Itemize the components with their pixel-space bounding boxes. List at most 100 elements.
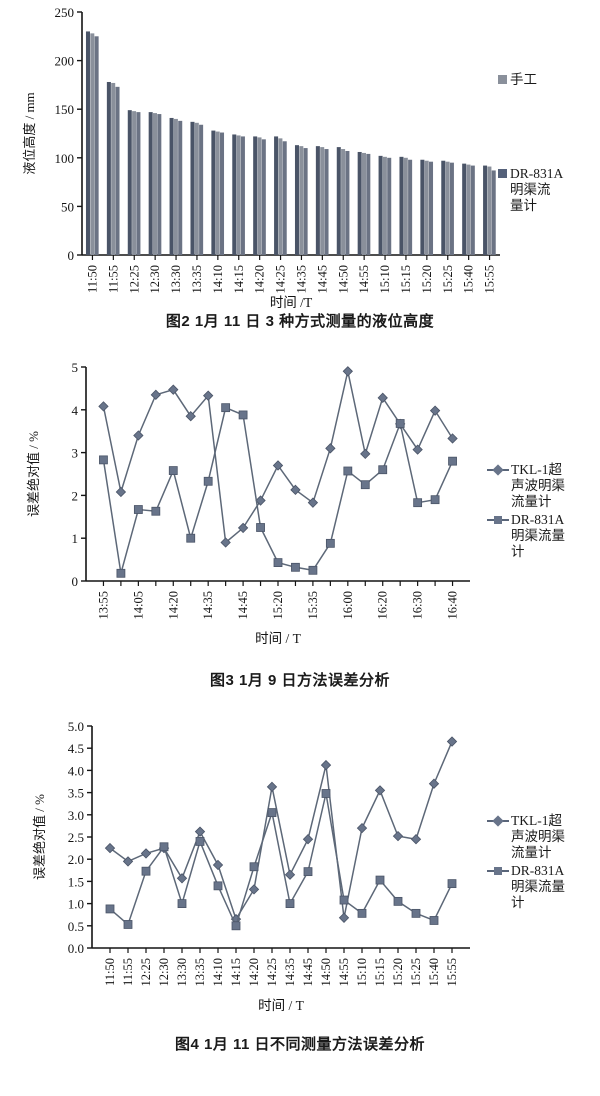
svg-text:1.0: 1.0 xyxy=(68,897,84,912)
svg-text:12:25: 12:25 xyxy=(139,958,153,986)
svg-text:14:35: 14:35 xyxy=(201,591,215,619)
legend-swatch-icon xyxy=(498,169,507,178)
figure-2-chart: 0 50 100 150 200 250 液位高度 / mm 11:50 11:55 12:25 1… xyxy=(0,0,600,310)
svg-text:14:05: 14:05 xyxy=(131,591,145,619)
svg-text:时间 / T: 时间 / T xyxy=(255,631,302,646)
svg-text:15:25: 15:25 xyxy=(441,265,455,293)
line-chart-error-jan11: 0.0 0.5 1.0 1.5 2.0 2.5 3.0 3.5 4.0 4.5 5.0 误差绝对值 /… xyxy=(32,719,470,1013)
svg-text:14:15: 14:15 xyxy=(229,958,243,986)
legend-line-diamond-icon xyxy=(487,464,509,476)
svg-text:14:50: 14:50 xyxy=(336,265,350,293)
svg-text:12:25: 12:25 xyxy=(127,265,141,293)
svg-text:100: 100 xyxy=(55,151,75,166)
figure-3-legend: TKL-1超 声波明渠 流量计 DR-831A 明渠流量 计 xyxy=(487,462,565,562)
svg-text:14:45: 14:45 xyxy=(236,591,250,619)
svg-text:14:45: 14:45 xyxy=(315,265,329,293)
legend-item-dr831a: DR-831A 明渠流量 计 xyxy=(487,512,565,560)
svg-text:14:25: 14:25 xyxy=(265,958,279,986)
svg-text:14:45: 14:45 xyxy=(301,958,315,986)
svg-text:14:20: 14:20 xyxy=(253,265,267,293)
svg-text:15:15: 15:15 xyxy=(399,265,413,293)
legend-item-dr831a: DR-831A 明渠流 量计 xyxy=(498,166,563,214)
svg-text:15:20: 15:20 xyxy=(271,591,285,619)
svg-text:4: 4 xyxy=(72,403,79,418)
svg-text:15:20: 15:20 xyxy=(391,958,405,986)
svg-text:14:10: 14:10 xyxy=(211,958,225,986)
svg-text:误差绝对值 / %: 误差绝对值 / % xyxy=(26,431,41,517)
svg-text:15:20: 15:20 xyxy=(420,265,434,293)
svg-text:16:00: 16:00 xyxy=(341,591,355,619)
svg-text:4.5: 4.5 xyxy=(68,741,84,756)
svg-text:15:40: 15:40 xyxy=(427,958,441,986)
svg-text:2.5: 2.5 xyxy=(68,830,84,845)
svg-text:15:35: 15:35 xyxy=(306,591,320,619)
legend-label: TKL-1超 声波明渠 流量计 xyxy=(511,813,565,860)
legend-item-manual: 手工 xyxy=(498,72,563,88)
svg-text:1.5: 1.5 xyxy=(68,874,84,889)
legend-item-tkl1: TKL-1超 声波明渠 流量计 xyxy=(487,813,565,861)
svg-text:11:55: 11:55 xyxy=(106,265,120,293)
legend-item-tkl1: TKL-1超 声波明渠 流量计 xyxy=(487,462,565,510)
line-chart-error-jan9: 0 1 2 3 4 5 误差绝对值 / % 13:55 14:05 14:20 14:35 14:45… xyxy=(26,360,470,646)
svg-text:50: 50 xyxy=(61,199,74,214)
svg-text:11:55: 11:55 xyxy=(121,958,135,986)
svg-text:250: 250 xyxy=(55,5,75,20)
svg-text:15:10: 15:10 xyxy=(355,958,369,986)
svg-text:5: 5 xyxy=(72,360,79,375)
svg-text:14:25: 14:25 xyxy=(274,265,288,293)
svg-text:16:20: 16:20 xyxy=(376,591,390,619)
legend-line-square-icon xyxy=(487,865,509,877)
svg-text:4.0: 4.0 xyxy=(68,763,84,778)
svg-text:0: 0 xyxy=(68,248,75,263)
svg-text:14:20: 14:20 xyxy=(166,591,180,619)
svg-text:误差绝对值 / %: 误差绝对值 / % xyxy=(32,794,47,880)
svg-text:200: 200 xyxy=(55,54,75,69)
svg-text:2: 2 xyxy=(72,488,79,503)
legend-label: DR-831A 明渠流量 计 xyxy=(511,863,565,910)
svg-text:15:40: 15:40 xyxy=(462,265,476,293)
figure-3-block: 0 1 2 3 4 5 误差绝对值 / % 13:55 14:05 14:20 14:35 14:45… xyxy=(0,349,600,690)
svg-text:14:35: 14:35 xyxy=(294,265,308,293)
figure-4-chart: 0.0 0.5 1.0 1.5 2.0 2.5 3.0 3.5 4.0 4.5 5.0 误差绝对值 /… xyxy=(0,708,600,1033)
figure-2-block: 0 50 100 150 200 250 液位高度 / mm 11:50 11:55 12:25 1… xyxy=(0,0,600,331)
svg-text:1: 1 xyxy=(72,531,79,546)
figure-3-caption: 图3 1月 9 日方法误差分析 xyxy=(209,672,391,689)
svg-text:时间 /T: 时间 /T xyxy=(270,295,313,310)
svg-text:15:10: 15:10 xyxy=(378,265,392,293)
figure-2-legend: 手工 DR-831A 明渠流 量计 xyxy=(498,72,563,216)
svg-text:0: 0 xyxy=(72,574,79,589)
figure-4-legend: TKL-1超 声波明渠 流量计 DR-831A 明渠流量 计 xyxy=(487,813,565,913)
svg-text:15:55: 15:55 xyxy=(445,958,459,986)
svg-text:13:30: 13:30 xyxy=(175,958,189,986)
svg-text:15:55: 15:55 xyxy=(483,265,497,293)
svg-text:150: 150 xyxy=(55,102,75,117)
svg-text:13:35: 13:35 xyxy=(193,958,207,986)
svg-text:13:55: 13:55 xyxy=(96,591,110,619)
legend-label: DR-831A 明渠流 量计 xyxy=(510,166,564,213)
legend-line-square-icon xyxy=(487,514,509,526)
svg-text:15:15: 15:15 xyxy=(373,958,387,986)
svg-text:14:10: 14:10 xyxy=(211,265,225,293)
legend-item-dr831a: DR-831A 明渠流量 计 xyxy=(487,863,565,911)
svg-text:14:15: 14:15 xyxy=(232,265,246,293)
svg-text:5.0: 5.0 xyxy=(68,719,84,734)
svg-text:3: 3 xyxy=(72,446,79,461)
svg-text:14:55: 14:55 xyxy=(337,958,351,986)
svg-text:液位高度 / mm: 液位高度 / mm xyxy=(22,92,37,174)
figure-3-chart: 0 1 2 3 4 5 误差绝对值 / % 13:55 14:05 14:20 14:35 14:45… xyxy=(0,349,600,669)
legend-label: TKL-1超 声波明渠 流量计 xyxy=(511,462,565,509)
legend-label: 手工 xyxy=(510,72,537,87)
svg-text:14:55: 14:55 xyxy=(357,265,371,293)
svg-text:13:35: 13:35 xyxy=(190,265,204,293)
svg-text:16:30: 16:30 xyxy=(411,591,425,619)
svg-text:时间 / T: 时间 / T xyxy=(258,998,305,1013)
legend-line-diamond-icon xyxy=(487,815,509,827)
legend-swatch-icon xyxy=(498,75,507,84)
svg-text:13:30: 13:30 xyxy=(169,265,183,293)
legend-label: DR-831A 明渠流量 计 xyxy=(511,512,565,559)
figure-4-block: 0.0 0.5 1.0 1.5 2.0 2.5 3.0 3.5 4.0 4.5 5.0 误差绝对值 /… xyxy=(0,708,600,1054)
svg-text:14:50: 14:50 xyxy=(319,958,333,986)
svg-text:3.0: 3.0 xyxy=(68,808,84,823)
svg-text:14:20: 14:20 xyxy=(247,958,261,986)
svg-text:14:35: 14:35 xyxy=(283,958,297,986)
